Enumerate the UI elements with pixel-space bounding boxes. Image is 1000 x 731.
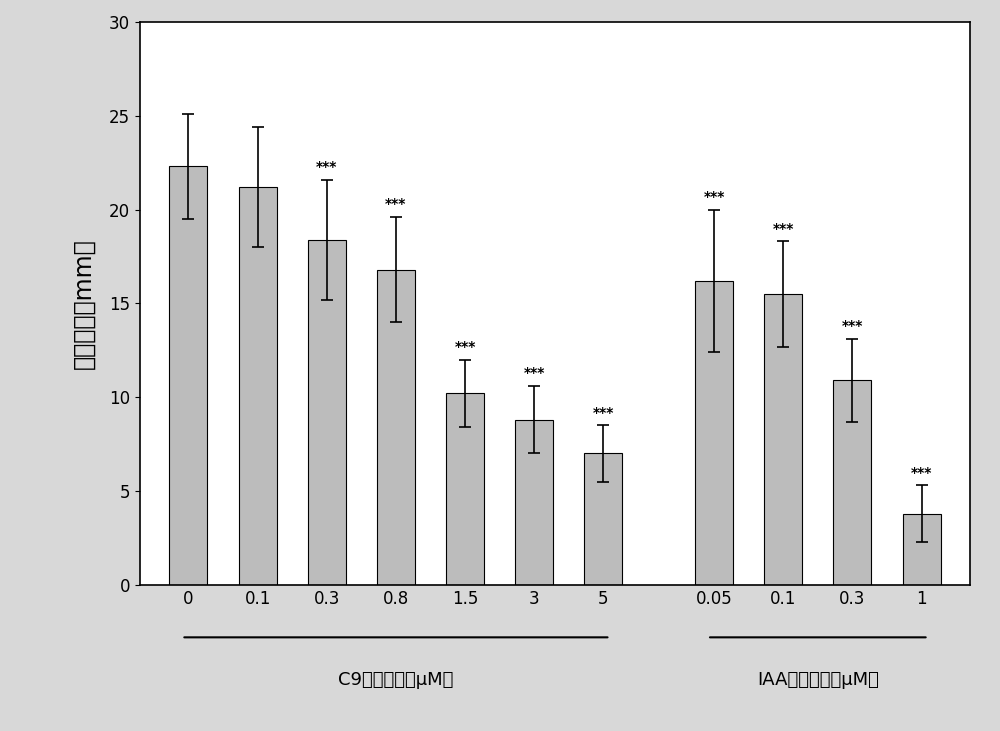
Text: ***: *** xyxy=(524,366,545,380)
Text: ***: *** xyxy=(593,406,614,420)
Bar xyxy=(695,281,733,585)
Bar xyxy=(515,420,553,585)
Text: IAA浓度梯度（μM）: IAA浓度梯度（μM） xyxy=(757,671,879,689)
Bar xyxy=(833,380,871,585)
Bar xyxy=(239,187,277,585)
Y-axis label: 主根长度（mm）: 主根长度（mm） xyxy=(71,238,95,368)
Text: ***: *** xyxy=(842,319,863,333)
Bar xyxy=(308,240,346,585)
Bar xyxy=(584,453,622,585)
Bar xyxy=(903,513,941,585)
Text: ***: *** xyxy=(454,340,476,354)
Text: ***: *** xyxy=(316,160,337,174)
Bar xyxy=(764,294,802,585)
Text: ***: *** xyxy=(911,466,932,480)
Text: ***: *** xyxy=(703,190,725,204)
Bar xyxy=(446,393,484,585)
Bar xyxy=(377,270,415,585)
Text: ***: *** xyxy=(773,221,794,236)
Text: C9浓度梯度（μM）: C9浓度梯度（μM） xyxy=(338,671,454,689)
Bar xyxy=(169,167,207,585)
Text: ***: *** xyxy=(385,197,407,211)
